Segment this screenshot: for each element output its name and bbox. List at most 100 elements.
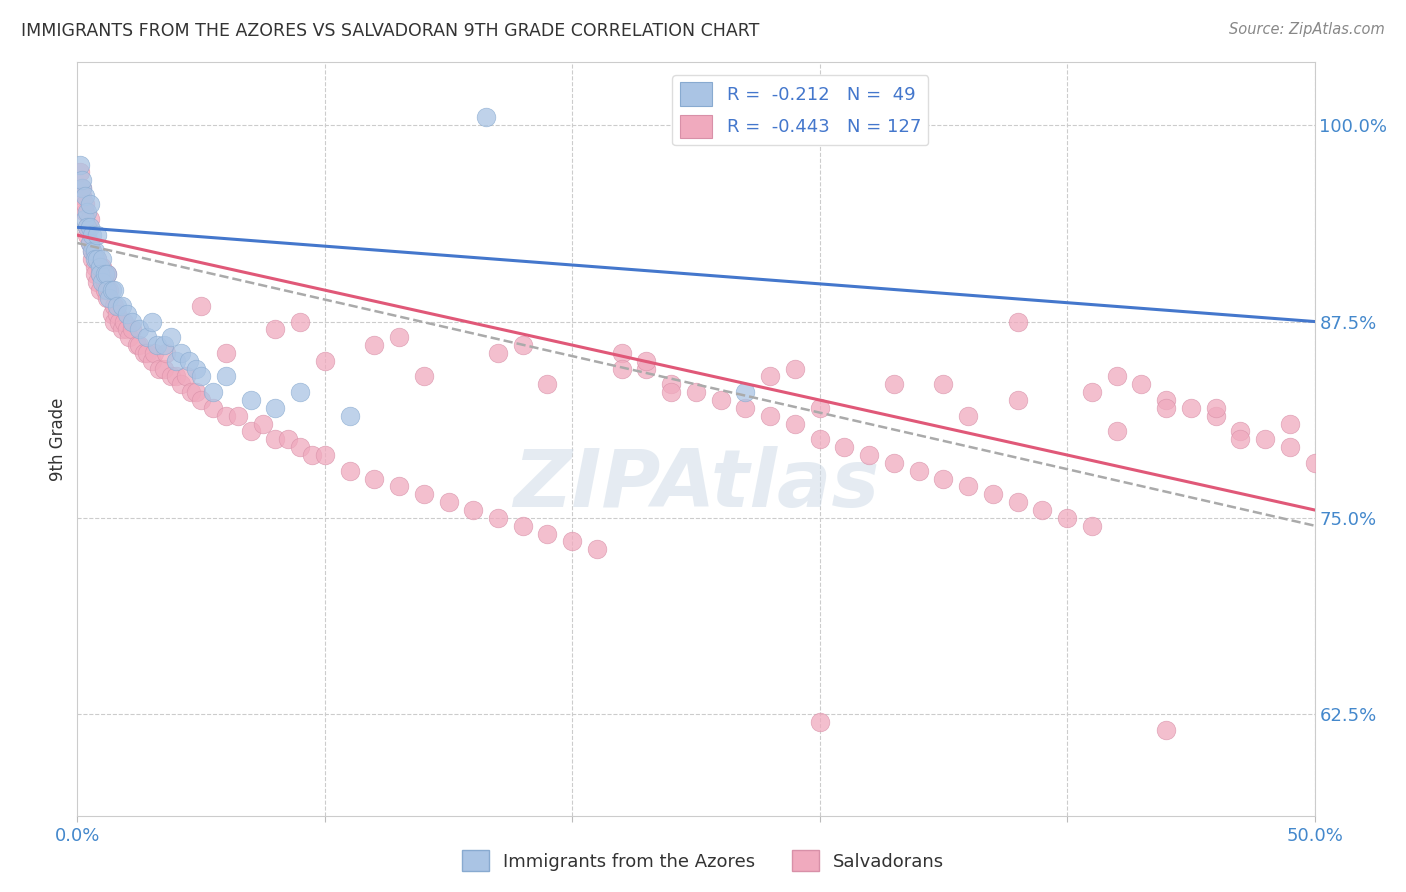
Point — [610, 346, 633, 360]
Point — [734, 401, 756, 415]
Point — [180, 385, 202, 400]
Point — [101, 283, 124, 297]
Point — [86, 252, 108, 266]
Point — [288, 440, 311, 454]
Text: Source: ZipAtlas.com: Source: ZipAtlas.com — [1229, 22, 1385, 37]
Point — [91, 252, 114, 266]
Point — [165, 369, 187, 384]
Point — [105, 307, 128, 321]
Point — [1278, 440, 1301, 454]
Point — [981, 487, 1004, 501]
Point — [239, 425, 262, 439]
Point — [1205, 409, 1227, 423]
Point — [536, 377, 558, 392]
Point — [264, 433, 287, 447]
Point — [215, 369, 238, 384]
Point — [301, 448, 323, 462]
Point — [474, 111, 496, 125]
Point — [288, 385, 311, 400]
Point — [1056, 511, 1078, 525]
Point — [79, 212, 101, 227]
Point — [96, 283, 118, 297]
Point — [339, 409, 361, 423]
Point — [134, 346, 156, 360]
Point — [636, 361, 658, 376]
Point — [121, 322, 143, 336]
Point — [121, 314, 143, 328]
Point — [69, 165, 91, 179]
Point — [1031, 503, 1053, 517]
Point — [486, 511, 509, 525]
Point — [264, 401, 287, 415]
Point — [89, 283, 111, 297]
Text: IMMIGRANTS FROM THE AZORES VS SALVADORAN 9TH GRADE CORRELATION CHART: IMMIGRANTS FROM THE AZORES VS SALVADORAN… — [21, 22, 759, 40]
Point — [73, 189, 96, 203]
Point — [1303, 456, 1326, 470]
Point — [932, 472, 955, 486]
Point — [226, 409, 249, 423]
Point — [659, 377, 682, 392]
Point — [108, 314, 131, 328]
Point — [561, 534, 583, 549]
Point — [252, 417, 274, 431]
Point — [783, 417, 806, 431]
Point — [1007, 495, 1029, 509]
Point — [1154, 723, 1177, 737]
Point — [177, 353, 200, 368]
Point — [93, 283, 115, 297]
Point — [1105, 425, 1128, 439]
Point — [412, 369, 434, 384]
Point — [160, 369, 183, 384]
Point — [783, 361, 806, 376]
Point — [153, 361, 176, 376]
Point — [141, 353, 163, 368]
Point — [170, 346, 193, 360]
Point — [288, 314, 311, 328]
Point — [932, 377, 955, 392]
Point — [883, 377, 905, 392]
Point — [69, 157, 91, 171]
Point — [72, 181, 94, 195]
Point — [659, 385, 682, 400]
Point — [76, 204, 98, 219]
Point — [190, 299, 212, 313]
Point — [277, 433, 299, 447]
Point — [96, 291, 118, 305]
Point — [103, 283, 125, 297]
Point — [1278, 417, 1301, 431]
Point — [190, 369, 212, 384]
Point — [883, 456, 905, 470]
Point — [834, 440, 856, 454]
Point — [685, 385, 707, 400]
Point — [314, 448, 336, 462]
Point — [112, 314, 135, 328]
Point — [202, 385, 225, 400]
Point — [239, 392, 262, 407]
Point — [215, 409, 238, 423]
Point — [118, 330, 141, 344]
Point — [202, 401, 225, 415]
Point — [437, 495, 460, 509]
Point — [1105, 369, 1128, 384]
Point — [388, 330, 411, 344]
Point — [73, 204, 96, 219]
Point — [957, 479, 980, 493]
Point — [101, 307, 124, 321]
Point — [148, 361, 170, 376]
Point — [115, 307, 138, 321]
Point — [363, 338, 385, 352]
Point — [759, 409, 782, 423]
Point — [808, 714, 831, 729]
Point — [89, 268, 111, 282]
Point — [79, 196, 101, 211]
Point — [486, 346, 509, 360]
Point — [215, 346, 238, 360]
Point — [72, 173, 94, 187]
Point — [1007, 392, 1029, 407]
Point — [79, 235, 101, 250]
Point — [83, 268, 105, 282]
Point — [636, 353, 658, 368]
Point — [957, 409, 980, 423]
Point — [141, 314, 163, 328]
Point — [143, 346, 166, 360]
